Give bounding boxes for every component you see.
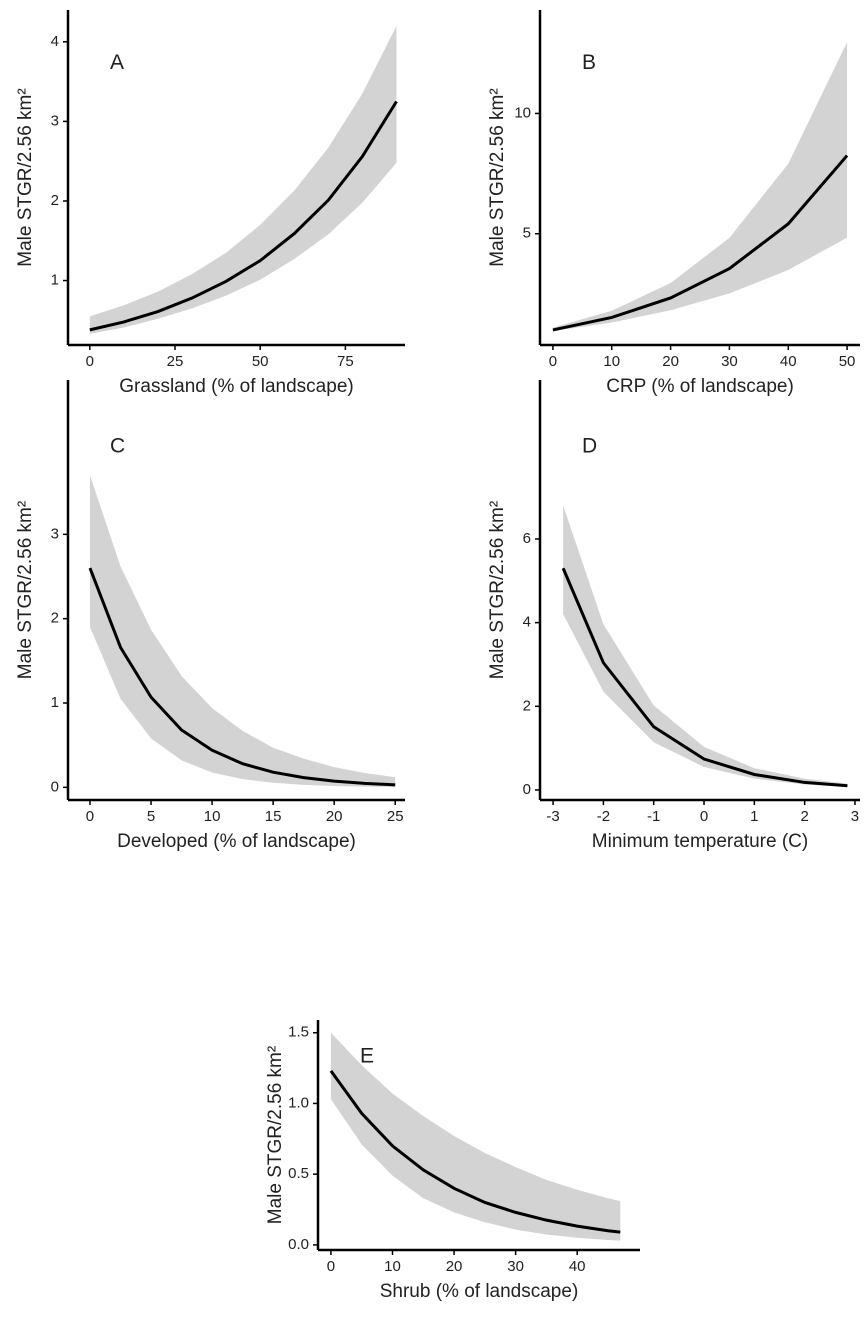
x-axis-label: Shrub (% of landscape) [380, 1281, 579, 1302]
panel-label: D [582, 435, 597, 458]
y-tick-label: 2 [51, 610, 59, 627]
x-tick-label: 3 [851, 808, 859, 825]
panel-label: C [110, 435, 125, 458]
x-tick-label: 10 [603, 353, 620, 370]
y-tick-label: 3 [51, 525, 59, 542]
x-tick-label: 50 [839, 353, 856, 370]
y-tick-label: 1.0 [288, 1094, 309, 1111]
confidence-band [563, 505, 848, 788]
fitted-line [329, 1070, 621, 1234]
x-tick-label: 0 [700, 808, 708, 825]
x-tick-label: 0 [549, 353, 557, 370]
x-tick-label: 0 [86, 808, 94, 825]
y-axis-label: Male STGR/2.56 km² [15, 88, 36, 266]
x-tick-label: 30 [507, 1258, 524, 1275]
x-tick-label: 20 [662, 353, 679, 370]
x-tick-label: -1 [647, 808, 660, 825]
panel-label: B [582, 51, 596, 74]
confidence-band [89, 25, 397, 334]
y-tick-label: 1 [51, 272, 59, 289]
x-tick-label: -2 [597, 808, 610, 825]
y-tick-label: 4 [51, 33, 59, 50]
fitted-line [561, 567, 848, 788]
confidence-band [89, 475, 396, 787]
confidence-band [330, 1032, 621, 1241]
x-tick-label: 10 [204, 808, 221, 825]
x-tick-label: 0 [327, 1258, 335, 1275]
x-tick-label: -3 [546, 808, 559, 825]
panel-label: A [110, 51, 124, 74]
y-tick-label: 0.5 [288, 1165, 309, 1182]
x-axis-label: Minimum temperature (C) [592, 831, 808, 852]
y-tick-label: 1.5 [288, 1024, 309, 1041]
x-tick-label: 2 [800, 808, 808, 825]
y-tick-label: 2 [51, 192, 59, 209]
confidence-band [552, 42, 848, 332]
x-tick-label: 20 [446, 1258, 463, 1275]
y-tick-label: 4 [523, 614, 531, 631]
x-tick-label: 20 [326, 808, 343, 825]
y-axis-label: Male STGR/2.56 km² [15, 501, 36, 679]
y-tick-label: 10 [514, 104, 531, 121]
y-axis-label: Male STGR/2.56 km² [487, 88, 508, 266]
y-tick-label: 1 [51, 694, 59, 711]
y-tick-label: 0 [523, 781, 531, 798]
x-axis-label: CRP (% of landscape) [606, 376, 794, 397]
y-tick-label: 3 [51, 112, 59, 129]
y-tick-label: 0.0 [288, 1236, 309, 1253]
x-tick-label: 10 [384, 1258, 401, 1275]
x-tick-label: 5 [147, 808, 155, 825]
x-tick-label: 0 [86, 353, 94, 370]
x-axis-label: Grassland (% of landscape) [119, 376, 353, 397]
x-tick-label: 15 [265, 808, 282, 825]
y-axis-label: Male STGR/2.56 km² [265, 1046, 286, 1224]
y-tick-label: 6 [523, 530, 531, 547]
fitted-line [88, 567, 396, 787]
y-tick-label: 5 [523, 225, 531, 242]
x-tick-label: 25 [167, 353, 184, 370]
x-tick-label: 50 [252, 353, 269, 370]
x-tick-label: 30 [721, 353, 738, 370]
y-tick-label: 2 [523, 697, 531, 714]
x-tick-label: 40 [569, 1258, 586, 1275]
y-axis-label: Male STGR/2.56 km² [487, 501, 508, 679]
fitted-line [552, 154, 849, 332]
y-tick-label: 0 [51, 778, 59, 795]
x-tick-label: 75 [337, 353, 354, 370]
x-tick-label: 1 [750, 808, 758, 825]
fitted-line [89, 100, 398, 332]
x-axis-label: Developed (% of landscape) [117, 831, 356, 852]
panel-label: E [360, 1044, 374, 1067]
x-tick-label: 25 [387, 808, 404, 825]
x-tick-label: 40 [780, 353, 797, 370]
